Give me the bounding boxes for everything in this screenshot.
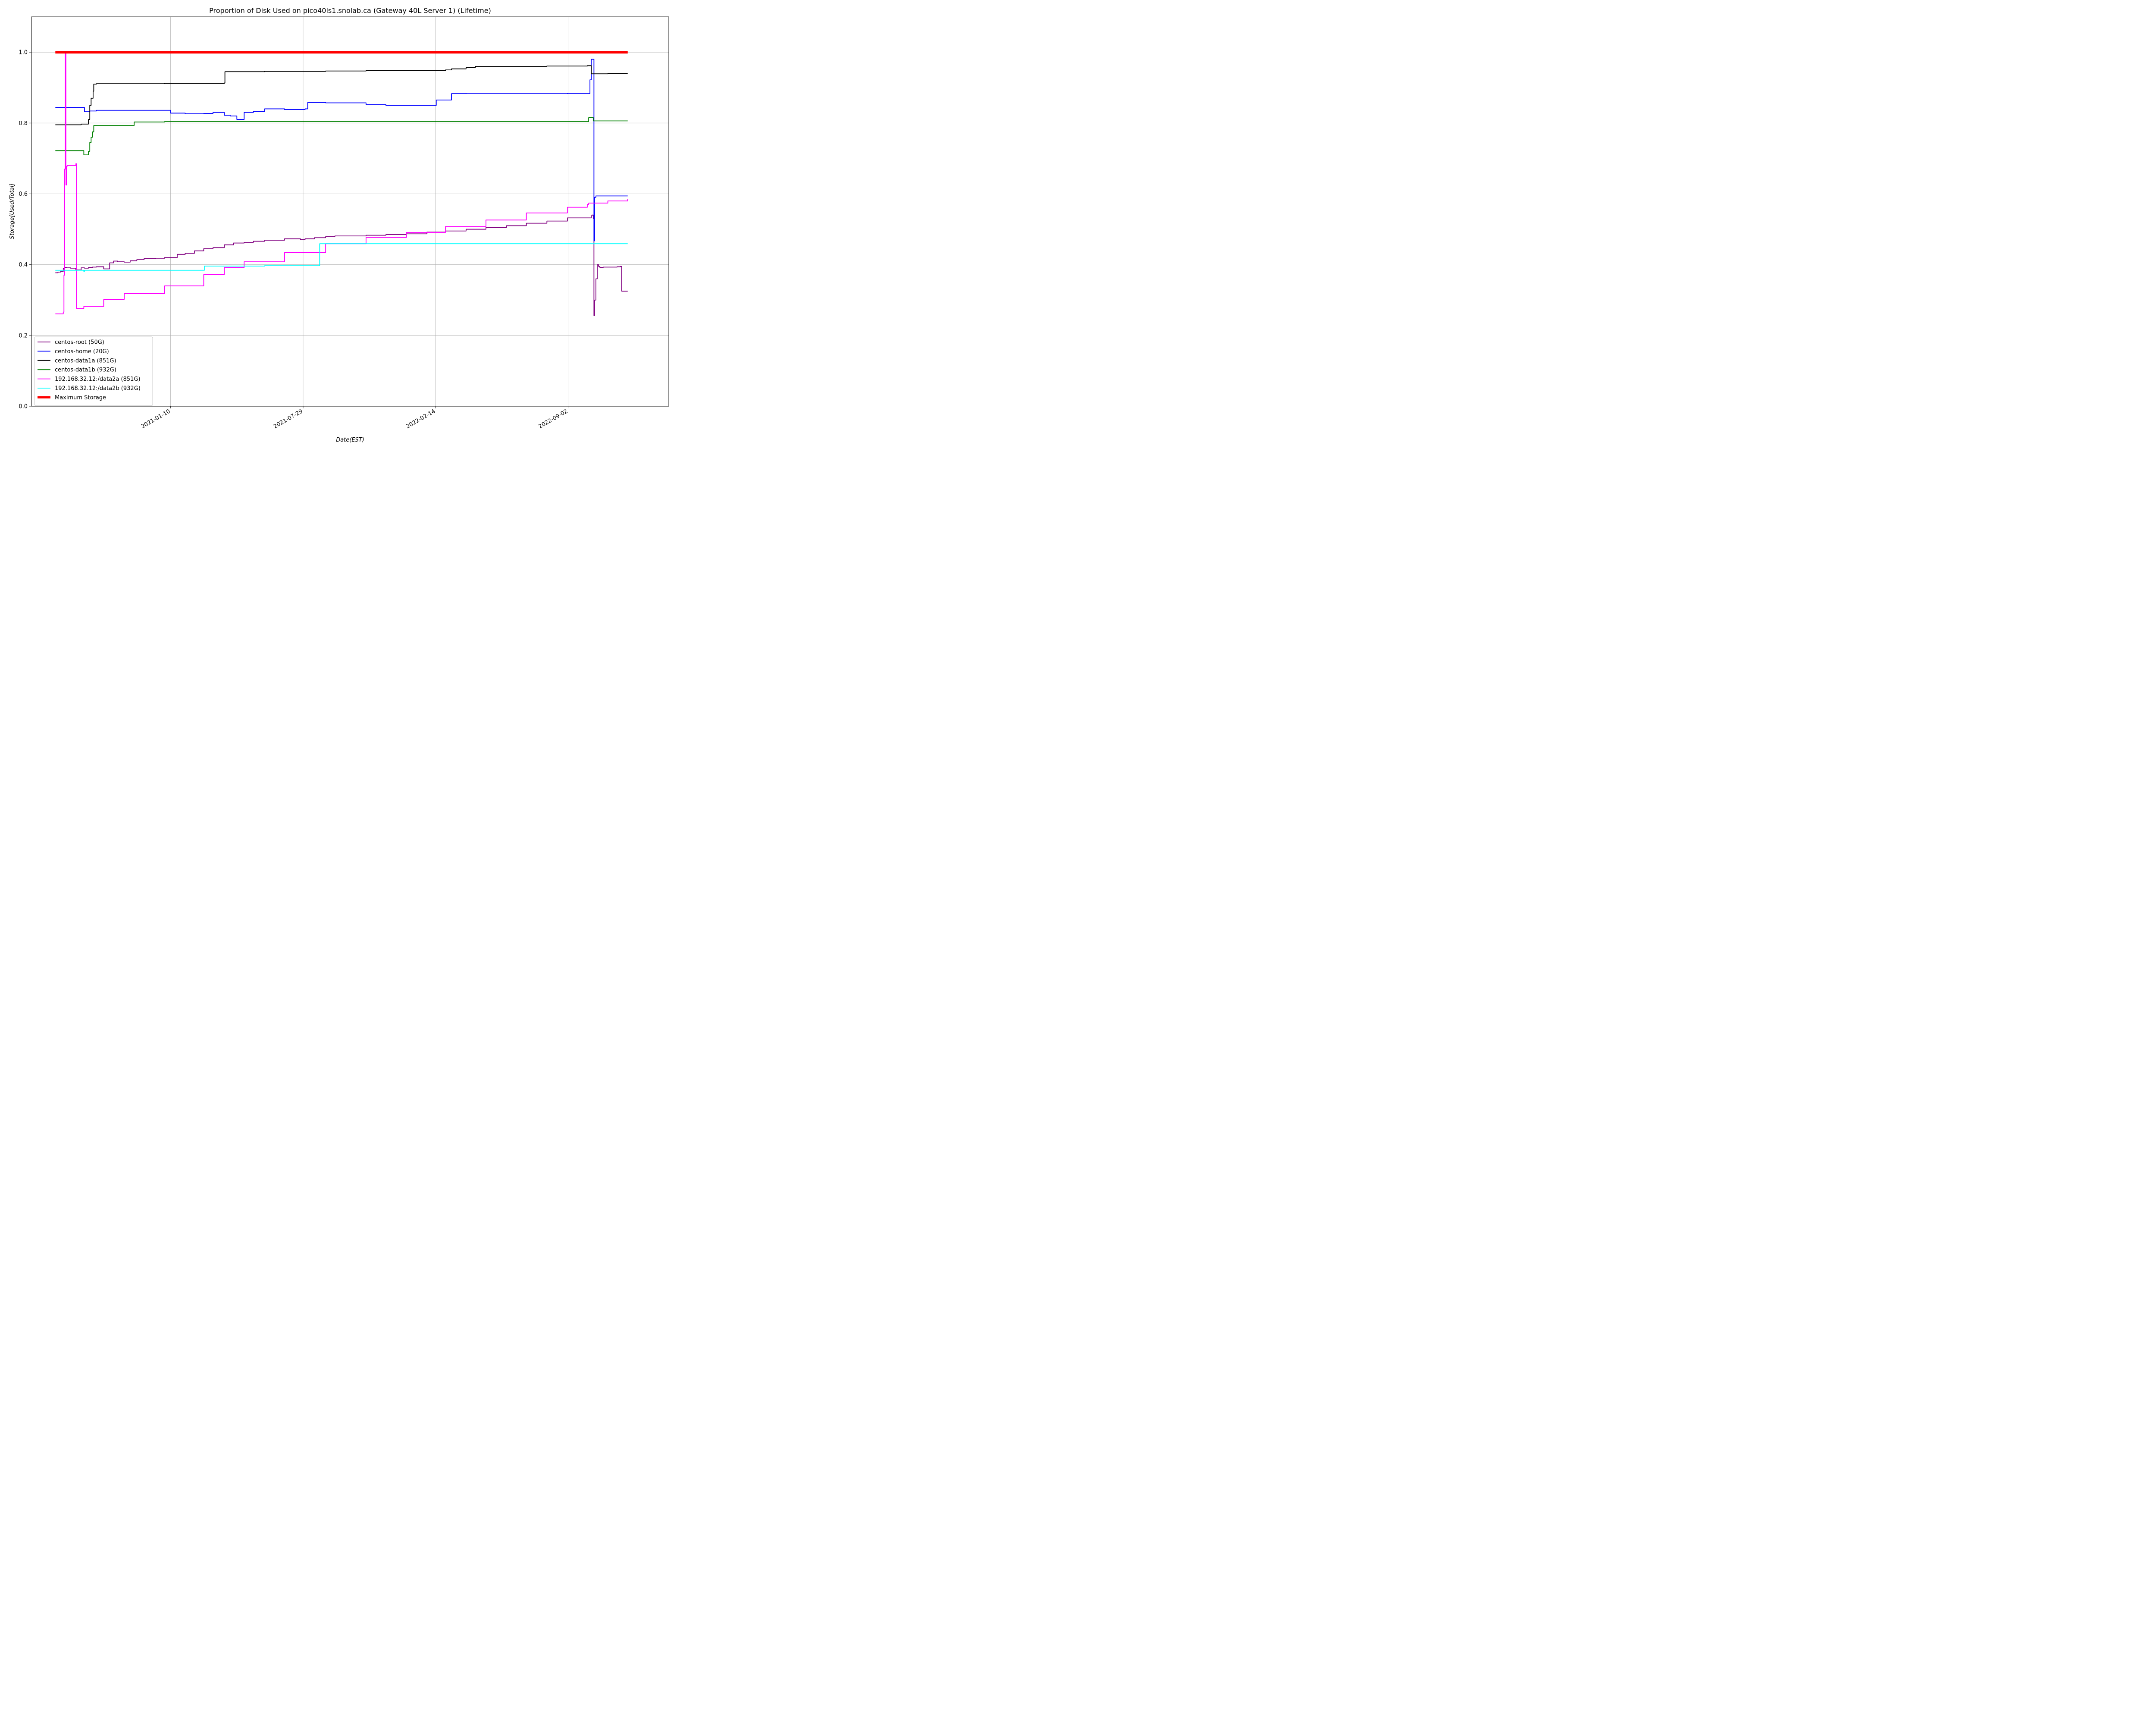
y-tick-label: 0.0 [19, 404, 28, 410]
chart-canvas: Proportion of Disk Used on pico40ls1.sno… [0, 0, 676, 451]
series-line-2 [55, 65, 628, 125]
legend-label: 192.168.32.12:/data2b (932G) [55, 386, 141, 392]
y-tick-label: 0.4 [19, 262, 28, 268]
y-tick-label: 0.2 [19, 332, 28, 339]
chart-title: Proportion of Disk Used on pico40ls1.sno… [209, 6, 491, 15]
legend-label: centos-data1a (851G) [55, 358, 116, 364]
series-group [55, 51, 628, 316]
series-line-5 [55, 243, 628, 272]
series-line-0 [55, 214, 628, 316]
y-axis-label: Storage[Used/Total] [9, 184, 16, 239]
legend-label: centos-root (50G) [55, 339, 104, 346]
legend-label: Maximum Storage [55, 395, 106, 401]
legend-label: centos-data1b (932G) [55, 367, 116, 373]
y-tick-label: 0.6 [19, 191, 28, 198]
x-axis-label: Date(EST) [336, 437, 364, 443]
series-line-3 [55, 117, 628, 156]
y-tick-label: 1.0 [19, 50, 28, 56]
series-line-1 [55, 59, 628, 242]
legend-label: centos-home (20G) [55, 348, 109, 355]
plot-frame [31, 16, 669, 407]
legend: centos-root (50G) centos-home (20G) centos… [34, 336, 153, 406]
legend-label: 192.168.32.12:/data2a (851G) [55, 376, 141, 383]
y-tick-label: 0.8 [19, 120, 28, 127]
series-line-4 [55, 52, 628, 314]
legend-box [34, 336, 153, 406]
